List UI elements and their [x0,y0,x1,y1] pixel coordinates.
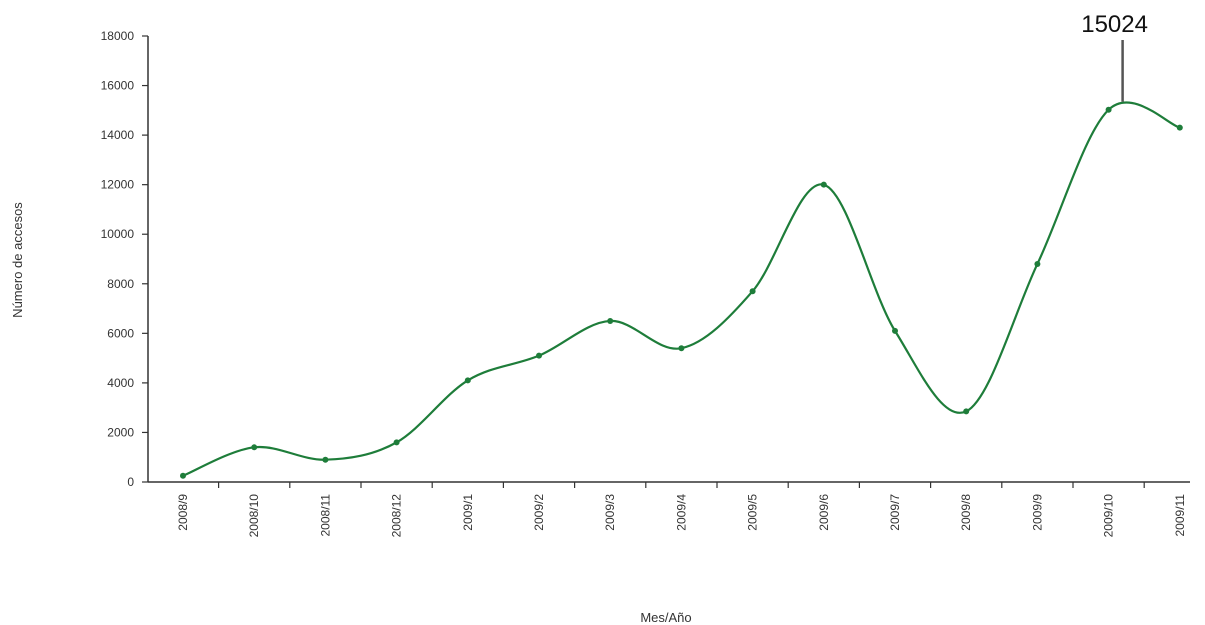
data-point [892,327,898,334]
y-tick-label: 2000 [107,425,134,439]
data-point [393,439,400,446]
x-tick-label: 2009/10 [1102,494,1116,538]
data-point [963,408,970,415]
y-tick-label: 8000 [107,277,134,291]
x-tick-label: 2008/9 [176,494,190,531]
y-tick-label: 0 [127,475,134,489]
y-tick-label: 12000 [101,178,135,192]
series-layer [180,101,1183,479]
data-point [322,456,329,463]
data-point [464,377,471,384]
x-tick-label: 2009/4 [674,494,688,531]
x-tick-label: 2008/11 [318,494,332,537]
x-tick-label: 2009/7 [888,494,902,531]
y-axis: 0 2000 4000 6000 8000 10000 12000 14000 16000 180… [101,29,149,489]
x-tick-label: 2009/5 [746,494,760,531]
annotation-label: 15024 [1081,11,1148,38]
data-point [820,181,827,188]
data-point [180,472,186,479]
series-line [182,101,1181,477]
x-axis-title: Mes/Año [640,610,691,625]
x-axis: 2008/9 2008/10 2008/11 2008/12 2009/1 2009/2 2… [148,481,1190,538]
y-tick-label: 18000 [101,29,135,43]
x-tick-label: 2008/10 [247,494,261,538]
x-tick-label: 2009/8 [959,494,973,531]
data-point [678,345,685,352]
y-axis-title: Número de accesos [10,202,25,318]
x-tick-label: 2009/2 [532,494,546,531]
y-tick-label: 4000 [107,376,134,390]
y-tick-label: 14000 [101,128,135,142]
data-point [1034,260,1041,267]
data-point [536,352,542,359]
y-tick-label: 10000 [101,227,135,241]
data-point [607,317,614,324]
data-point [749,288,756,295]
y-tick-label: 16000 [101,79,135,93]
data-point [1105,106,1112,113]
y-tick-label: 6000 [107,326,134,340]
x-tick-label: 2009/6 [817,494,831,531]
x-tick-label: 2009/11 [1173,494,1187,537]
x-tick-label: 2009/9 [1030,494,1044,531]
x-tick-label: 2009/1 [461,494,475,531]
data-point [251,444,258,451]
data-point [1176,124,1183,131]
annotation-layer: 15024 [1081,11,1148,102]
x-tick-label: 2009/3 [603,494,617,531]
x-tick-label: 2008/12 [390,494,404,538]
